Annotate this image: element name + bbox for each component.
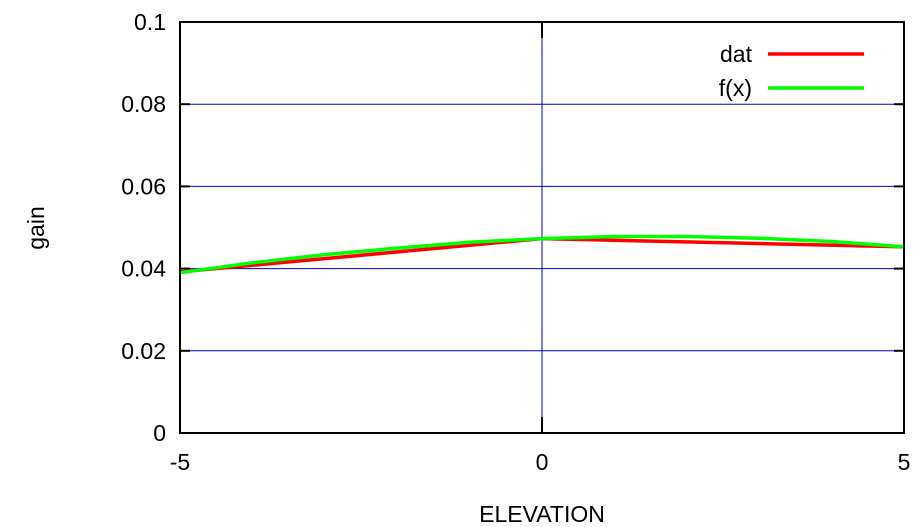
tick-labels: 00.020.040.060.080.1-5 0 5 — [121, 9, 910, 475]
y-axis-label: gain — [23, 206, 49, 249]
y-tick-label: 0.1 — [134, 9, 166, 35]
y-tick-label: 0.08 — [121, 91, 166, 117]
x-tick-label: 0 — [536, 449, 549, 475]
series-lines — [179, 234, 905, 275]
series-line-fx — [179, 234, 905, 275]
y-tick-label: 0.06 — [121, 173, 166, 199]
legend-label: f(x) — [719, 75, 752, 101]
y-tick-label: 0 — [153, 420, 166, 446]
legend-label: dat — [720, 41, 753, 67]
y-tick-label: 0.04 — [121, 256, 166, 282]
grid-lines — [180, 22, 904, 433]
plot-frame — [179, 21, 905, 434]
y-tick-label: 0.02 — [121, 338, 166, 364]
x-axis-label: ELEVATION — [479, 501, 605, 527]
legend: dat f(x) — [719, 41, 864, 101]
x-tick-label: -5 — [170, 449, 190, 475]
x-tick-label: 5 — [898, 449, 911, 475]
